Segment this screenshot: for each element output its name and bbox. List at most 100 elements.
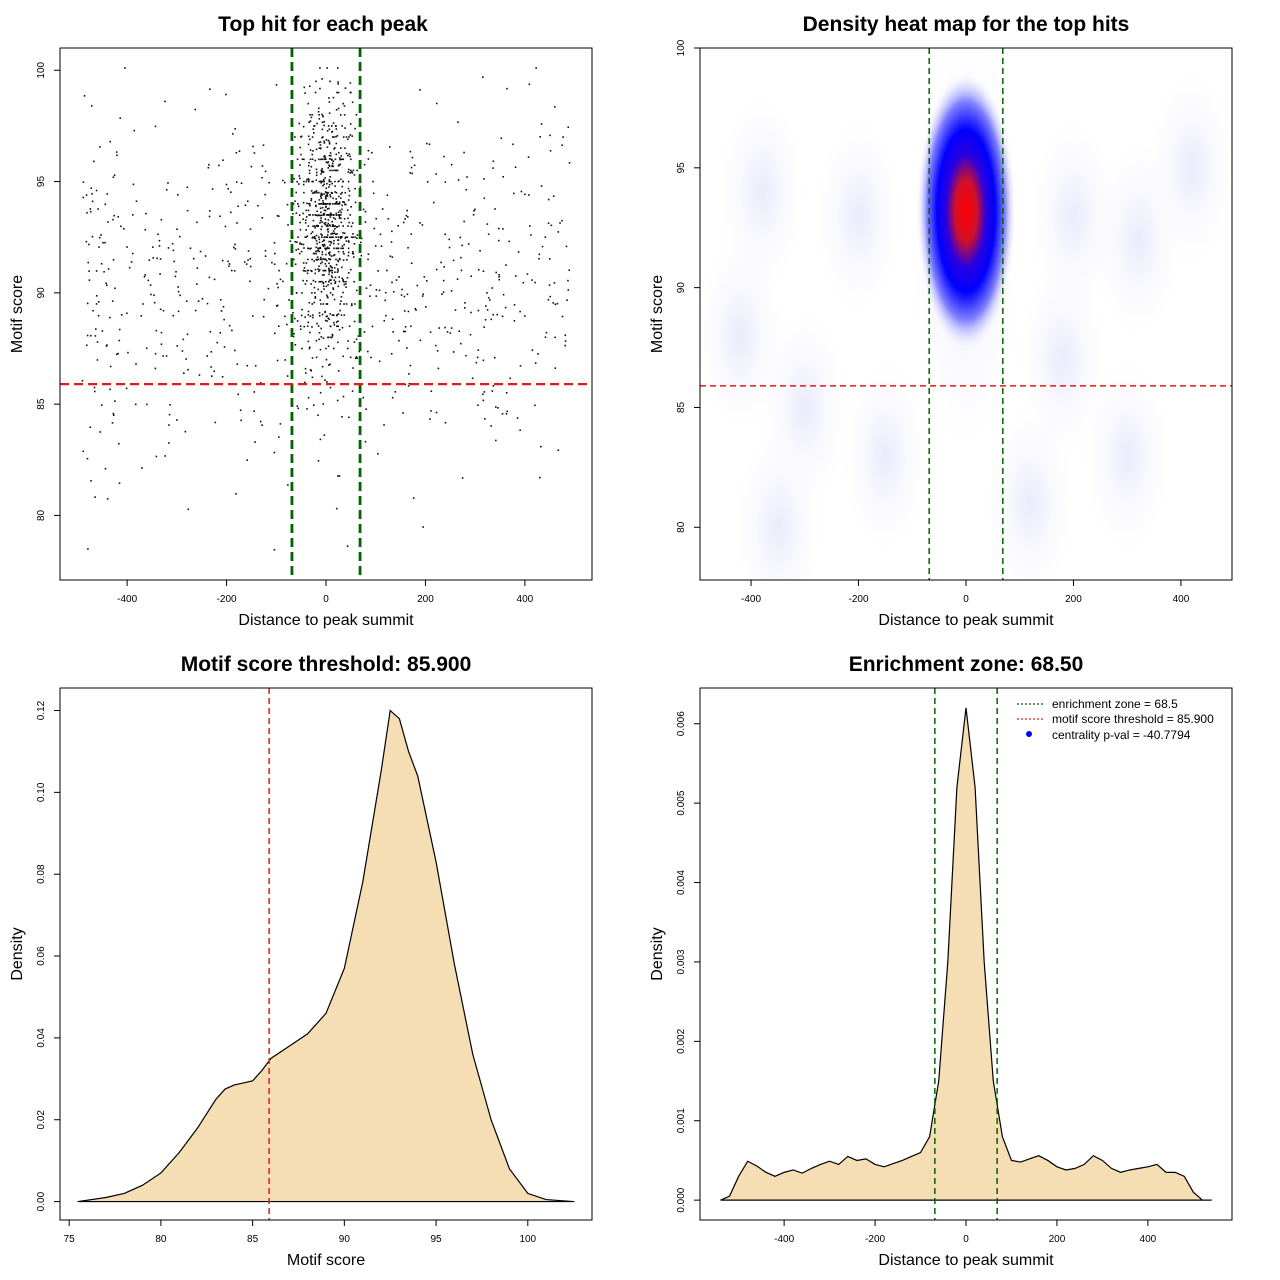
- scatter-point: [154, 367, 157, 370]
- p4-x-tick-label: 200: [1049, 1234, 1066, 1245]
- scatter-point: [345, 152, 348, 155]
- scatter-point: [539, 476, 541, 479]
- scatter-point: [331, 165, 333, 168]
- scatter-point: [315, 339, 318, 342]
- scatter-point: [320, 195, 322, 198]
- scatter-point: [342, 225, 344, 227]
- scatter-point: [498, 227, 500, 230]
- scatter-point: [492, 313, 494, 316]
- scatter-point: [332, 96, 335, 99]
- scatter-point: [483, 391, 486, 393]
- scatter-point: [421, 224, 424, 226]
- scatter-point: [227, 260, 229, 263]
- scatter-point: [549, 149, 552, 152]
- scatter-point: [144, 228, 147, 231]
- scatter-point: [307, 177, 310, 180]
- scatter-point: [331, 203, 334, 205]
- scatter-point: [158, 239, 161, 242]
- scatter-point: [333, 214, 335, 216]
- scatter-point: [328, 101, 331, 103]
- scatter-point: [350, 169, 352, 172]
- scatter-point: [167, 247, 170, 249]
- scatter-point: [463, 151, 465, 154]
- scatter-point: [474, 208, 476, 211]
- scatter-point: [327, 267, 330, 270]
- scatter-point: [325, 139, 328, 141]
- scatter-point: [332, 254, 335, 257]
- scatter-point: [299, 164, 301, 166]
- scatter-point: [328, 112, 331, 114]
- scatter-point: [464, 302, 466, 304]
- scatter-point: [343, 105, 346, 107]
- scatter-point: [561, 315, 564, 318]
- scatter-point: [331, 162, 334, 165]
- scatter-point: [328, 364, 330, 366]
- scatter-point: [456, 278, 459, 280]
- scatter-point: [228, 324, 231, 327]
- p3-y-tick-label: 0.00: [36, 1191, 47, 1211]
- scatter-point: [335, 226, 338, 228]
- scatter-point: [336, 314, 338, 317]
- scatter-point: [96, 359, 99, 361]
- scatter-point: [553, 282, 556, 284]
- scatter-point: [179, 294, 181, 297]
- scatter-point: [316, 259, 318, 261]
- scatter-point: [416, 284, 419, 287]
- scatter-point: [305, 280, 308, 282]
- scatter-point: [353, 320, 356, 323]
- scatter-point: [317, 247, 319, 250]
- scatter-point: [349, 356, 352, 359]
- scatter-point: [148, 259, 151, 261]
- scatter-point: [276, 214, 279, 217]
- scatter-point: [348, 136, 350, 138]
- scatter-point: [328, 252, 330, 254]
- scatter-point: [181, 350, 184, 352]
- scatter-point: [412, 497, 415, 499]
- scatter-point: [307, 313, 310, 316]
- scatter-point: [305, 209, 308, 212]
- scatter-point: [231, 329, 233, 332]
- scatter-point: [348, 241, 350, 243]
- scatter-point: [340, 217, 342, 220]
- scatter-point: [438, 327, 440, 329]
- scatter-point: [337, 250, 340, 253]
- scatter-point: [210, 366, 212, 368]
- scatter-point: [227, 187, 230, 190]
- scatter-point: [343, 314, 346, 316]
- scatter-point: [353, 341, 356, 343]
- scatter-point: [324, 203, 327, 205]
- scatter-point: [350, 158, 352, 161]
- scatter-point: [194, 108, 197, 111]
- scatter-point: [314, 214, 317, 216]
- scatter-point: [430, 410, 432, 412]
- scatter-point: [349, 214, 352, 216]
- scatter-point: [346, 236, 349, 239]
- scatter-point: [339, 158, 341, 161]
- p4-y-tick-label: 0.005: [676, 790, 687, 815]
- scatter-point: [124, 67, 126, 69]
- p4-x-tick-label: 0: [963, 1234, 969, 1245]
- p4-x-label: Distance to peak summit: [878, 1252, 1054, 1269]
- scatter-point: [127, 351, 129, 354]
- scatter-point: [318, 158, 320, 161]
- scatter-point: [275, 305, 278, 307]
- scatter-point: [310, 199, 312, 202]
- scatter-point: [315, 80, 317, 83]
- scatter-point: [352, 236, 354, 239]
- scatter-point: [325, 214, 328, 216]
- scatter-point: [345, 240, 348, 242]
- p3-plot-frame: [59, 687, 593, 1221]
- scatter-point: [498, 275, 500, 278]
- scatter-point: [320, 169, 323, 172]
- p3-y-tick-label: 0.04: [36, 1028, 47, 1048]
- scatter-point: [301, 347, 303, 350]
- scatter-point: [230, 191, 232, 194]
- scatter-point: [333, 225, 336, 228]
- p2-y-tick-label: 80: [676, 521, 687, 533]
- scatter-point: [337, 369, 340, 372]
- scatter-point: [175, 270, 177, 273]
- scatter-point: [326, 208, 329, 210]
- scatter-point: [288, 299, 290, 301]
- scatter-point: [168, 413, 171, 416]
- p3-x-tick-label: 90: [339, 1234, 351, 1245]
